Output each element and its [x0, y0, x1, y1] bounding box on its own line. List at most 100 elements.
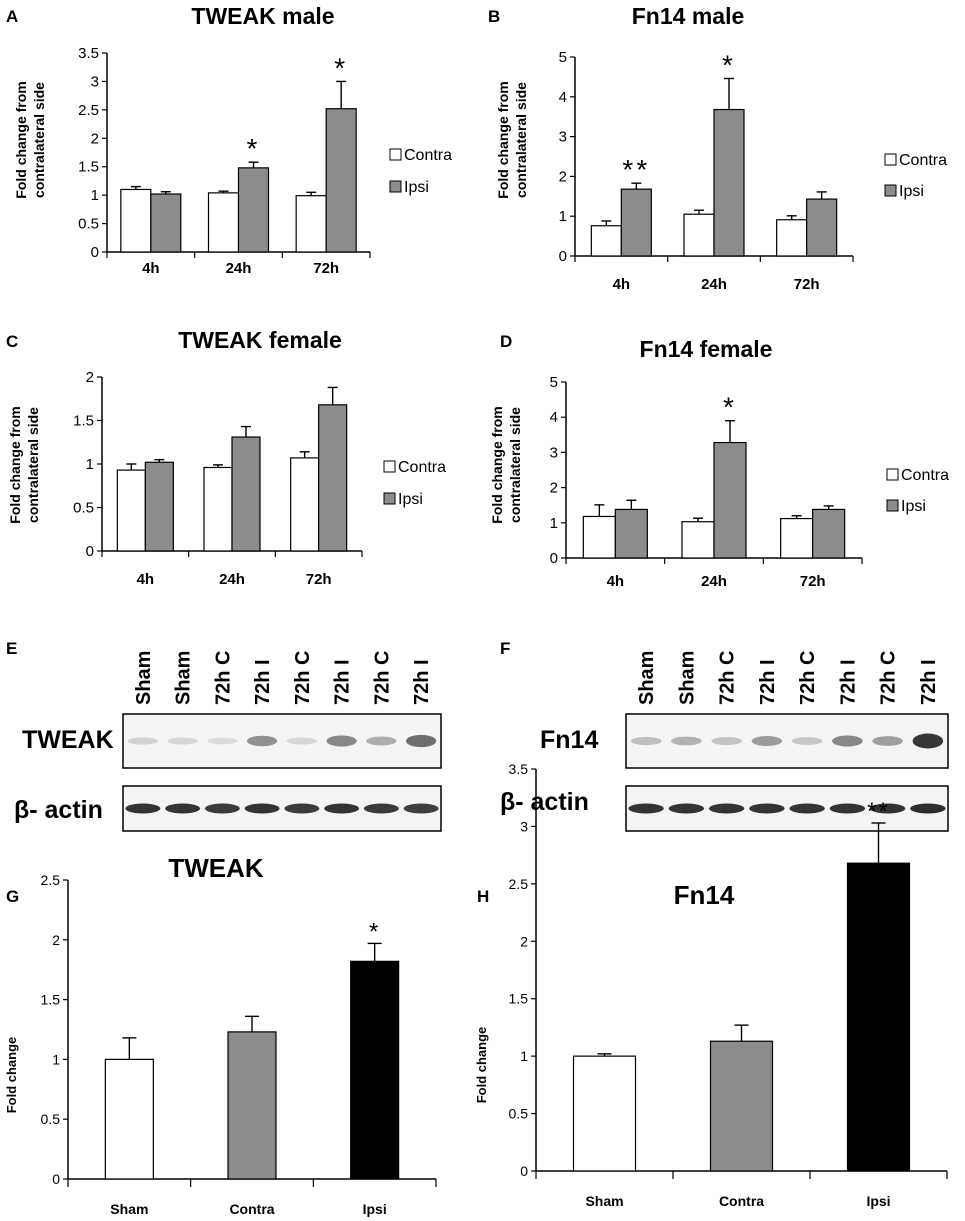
- blot-band-e: [247, 735, 278, 747]
- bar-ipsi-c: [318, 404, 348, 552]
- panel-b: B Fn14 male Fold change from contralater…: [488, 3, 947, 293]
- blot-actin-band-f: [829, 803, 866, 814]
- y-axis-label-g: Fold change: [4, 1037, 19, 1114]
- x-category-label-c: 72h: [306, 571, 332, 588]
- legend-label-contra-a: Contra: [404, 147, 452, 164]
- blot-actin-band-e: [204, 803, 240, 814]
- x-category-label-c: 4h: [137, 571, 155, 588]
- bar-g: [104, 1058, 154, 1180]
- plot-area-d: 0 1 2 3 4 5 4h 24h 72h *: [550, 374, 863, 590]
- legend-label-contra-b: Contra: [899, 152, 947, 169]
- x-category-label-d: 72h: [800, 573, 826, 590]
- x-category-label-a: 4h: [142, 260, 160, 277]
- blot-lane-label-e: Sham: [133, 651, 155, 705]
- panel-label-c: C: [6, 332, 18, 351]
- blot-actin-band-e: [324, 803, 360, 814]
- y-tick-label-b: 1: [559, 208, 567, 225]
- legend-swatch-contra-a: [389, 148, 402, 161]
- blot-actin-band-f: [749, 803, 785, 814]
- y-tick-label-a: 2: [91, 130, 99, 147]
- y-tick-label-g: 2: [52, 932, 60, 948]
- y-axis-label-b-line1: Fold change from: [495, 81, 511, 198]
- significance-marker-g: *: [369, 918, 380, 945]
- chart-title-c: TWEAK female: [178, 327, 342, 353]
- blot-actin-band-f: [628, 803, 664, 814]
- bar-contra-c: [203, 466, 233, 552]
- legend-swatch-contra-c: [383, 460, 396, 473]
- y-tick-label-d: 2: [550, 480, 558, 497]
- blot-lane-label-f: 72h C: [797, 651, 819, 705]
- y-axis-label-b-line2: contralateral side: [513, 82, 529, 198]
- x-category-label-g: Contra: [229, 1201, 274, 1217]
- legend-swatch-contra-d: [886, 468, 899, 481]
- bar-contra-a: [120, 188, 152, 253]
- blot-lane-label-f: 72h C: [717, 651, 739, 705]
- significance-marker-a: *: [247, 133, 261, 164]
- y-tick-label-h: 0: [520, 1163, 528, 1179]
- y-tick-label-g: 0: [52, 1171, 60, 1187]
- blot-lane-label-f: Sham: [676, 651, 698, 705]
- blot-band-f: [751, 736, 783, 746]
- significance-marker-a: *: [334, 52, 348, 83]
- y-tick-label-c: 1.5: [73, 413, 94, 430]
- significance-marker-b: **: [622, 154, 650, 185]
- y-axis-label-h: Fold change: [474, 1027, 489, 1104]
- legend-swatch-ipsi-a: [389, 180, 402, 193]
- blot-actin-band-e: [244, 803, 280, 814]
- bar-g: [227, 1031, 277, 1180]
- bar-ipsi-a: [150, 193, 182, 253]
- blot-band-f: [671, 736, 702, 746]
- y-tick-label-d: 4: [550, 409, 558, 426]
- blot-band-f: [630, 736, 662, 746]
- plot-area-g: 0 0.5 1 1.5 2 2.5 Sham Contra Ipsi *: [41, 872, 437, 1217]
- x-category-label-b: 72h: [794, 276, 820, 293]
- y-tick-label-h: 0.5: [509, 1106, 529, 1122]
- y-tick-label-g: 1: [52, 1051, 60, 1067]
- x-category-label-h: Sham: [585, 1193, 623, 1209]
- plot-area-a: 0 0.5 1 1.5 2 2.5 3 3.5 4h 24h 72h * *: [78, 45, 371, 277]
- panel-e: E TWEAK β- actin Sham Sham 72h C 72h I 72h C…: [6, 639, 442, 832]
- chart-title-d: Fn14 female: [640, 336, 773, 362]
- blot-actin-label-f: β- actin: [500, 788, 589, 816]
- y-tick-label-d: 1: [550, 515, 558, 532]
- blot-actin-band-e: [125, 803, 161, 814]
- blot-protein-label-f: Fn14: [540, 726, 598, 754]
- bar-h: [572, 1055, 637, 1172]
- blot-lane-label-f: Sham: [636, 651, 658, 705]
- chart-title-g: TWEAK: [168, 853, 264, 883]
- bar-contra-b: [590, 225, 622, 257]
- significance-marker-h: **: [867, 798, 890, 825]
- bar-contra-d: [780, 517, 814, 559]
- y-tick-label-g: 2.5: [41, 872, 61, 888]
- blot-actin-band-f: [869, 803, 906, 814]
- bar-ipsi-a: [325, 108, 357, 253]
- blot-lane-label-f: 72h I: [918, 659, 940, 705]
- plot-area-h: 0 0.5 1 1.5 2 2.5 3 3.5 Sham Contra Ipsi **: [509, 761, 948, 1209]
- blot-actin-band-f: [910, 803, 946, 814]
- panel-label-f: F: [500, 639, 510, 658]
- x-category-label-b: 24h: [701, 276, 727, 293]
- blot-lane-label-e: 72h C: [292, 651, 314, 705]
- bar-contra-d: [582, 515, 616, 559]
- blot-band-e: [406, 734, 437, 748]
- y-tick-label-b: 2: [559, 168, 567, 185]
- blot-actin-band-e: [363, 803, 399, 814]
- legend-label-ipsi-c: Ipsi: [398, 491, 423, 508]
- y-tick-label-c: 1: [86, 456, 94, 473]
- blot-lane-label-e: 72h I: [332, 659, 354, 705]
- y-tick-label-a: 3: [91, 73, 99, 90]
- blot-band-f: [791, 737, 823, 745]
- panel-d: D Fn14 female Fold change from contralat…: [489, 332, 949, 590]
- chart-title-a: TWEAK male: [191, 3, 334, 29]
- blot-lane-label-f: 72h C: [878, 651, 900, 705]
- x-category-label-a: 24h: [226, 260, 252, 277]
- blot-band-f: [872, 736, 903, 746]
- blot-lane-label-f: 72h I: [837, 659, 859, 705]
- bar-h: [846, 862, 911, 1172]
- y-tick-label-c: 0: [86, 543, 94, 560]
- y-tick-label-h: 1: [520, 1048, 528, 1064]
- x-category-label-g: Ipsi: [363, 1201, 387, 1217]
- bar-ipsi-c: [144, 461, 174, 552]
- bar-contra-d: [681, 521, 715, 559]
